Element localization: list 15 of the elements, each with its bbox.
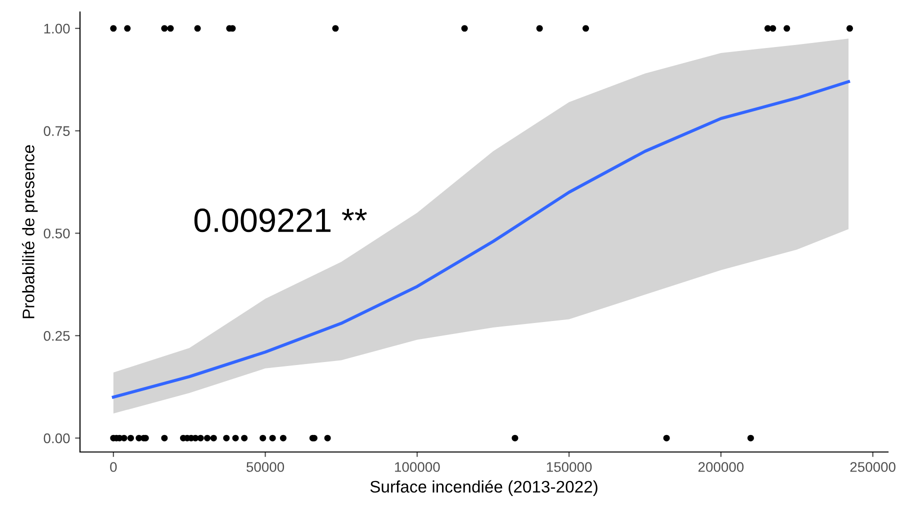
y-tick-label: 0.00 — [44, 433, 70, 444]
line-series — [112, 80, 850, 399]
y-axis-title: Probabilité de presence — [22, 145, 38, 318]
x-axis-title: Surface incendiée (2013-2022) — [370, 480, 598, 496]
y-tick-label: 0.25 — [44, 330, 70, 341]
x-tick-label: 150000 — [546, 462, 592, 472]
y-tick-label: 0.75 — [44, 126, 70, 136]
x-tick-label: 0 — [110, 462, 117, 472]
x-tick-label: 50000 — [246, 462, 284, 472]
x-tick-label: 250000 — [850, 462, 896, 472]
annotation: 0.009221 ** — [194, 208, 367, 232]
y-tick-label: 1.00 — [44, 24, 70, 34]
x-tick-label: 200000 — [698, 462, 744, 472]
y-tick-label: 0.50 — [44, 228, 70, 238]
x-tick-label: 100000 — [395, 462, 440, 472]
